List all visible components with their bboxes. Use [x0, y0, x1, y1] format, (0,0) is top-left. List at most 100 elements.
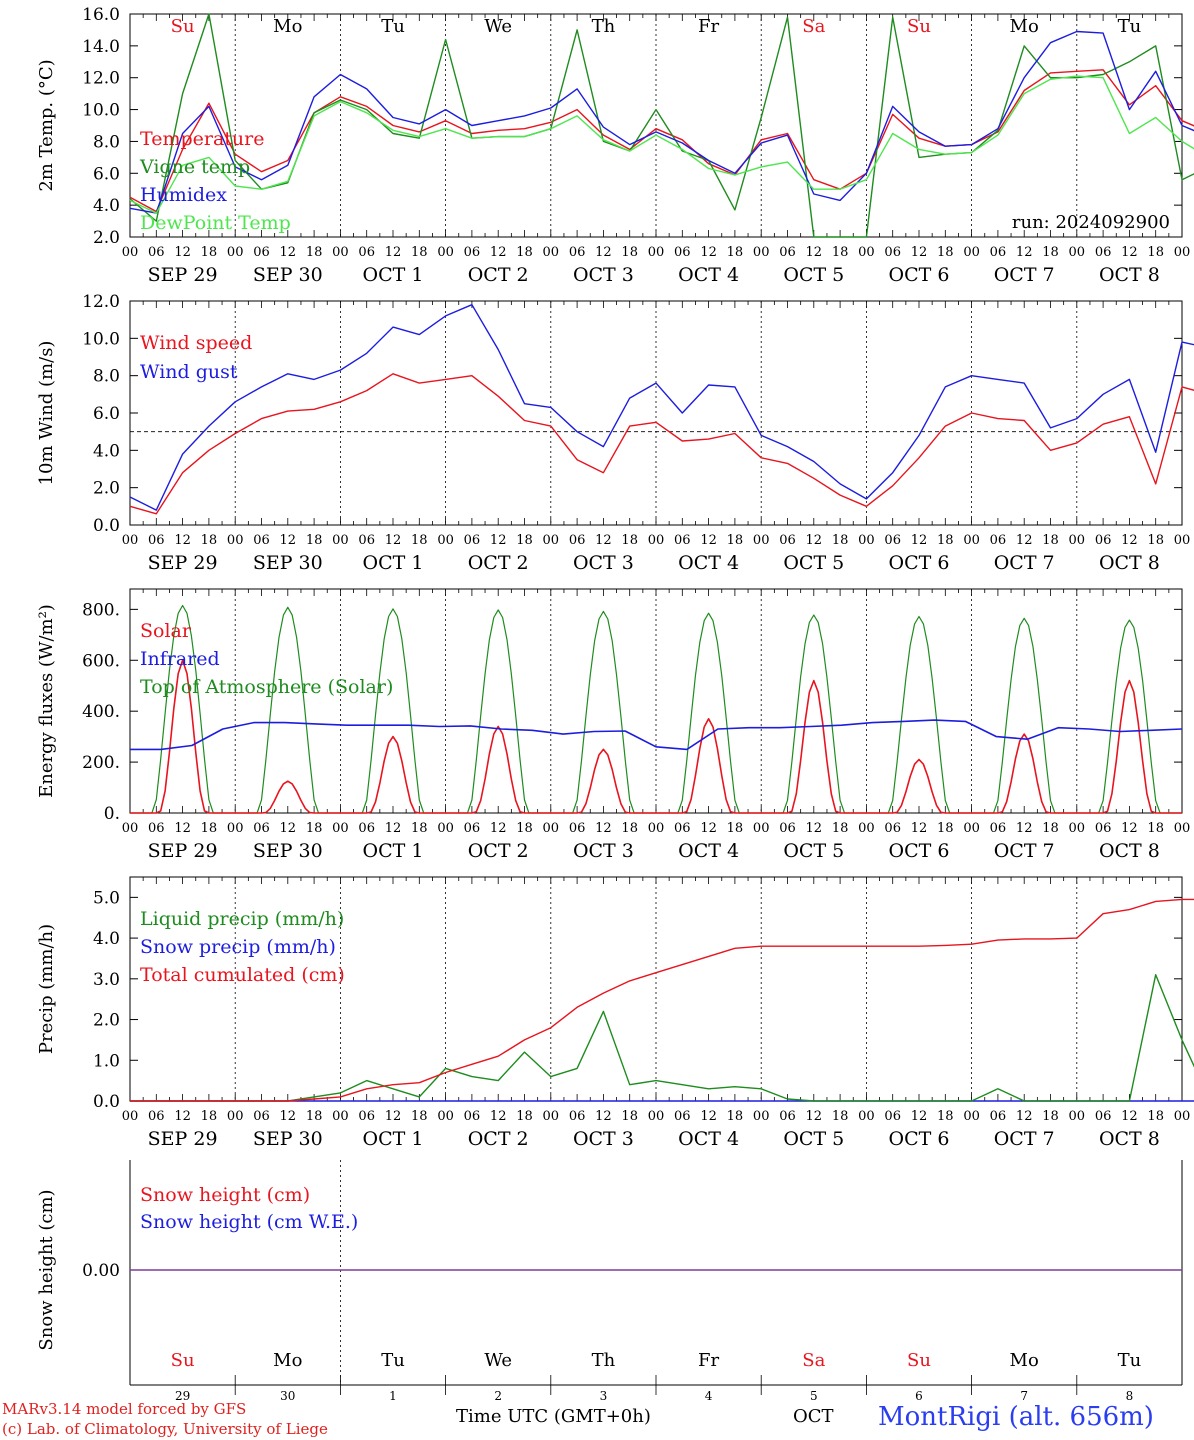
day-number-label: 5 — [810, 1389, 818, 1400]
hour-label: 00 — [963, 533, 980, 548]
hour-label: 06 — [674, 245, 691, 260]
y-tick-label: 12.0 — [82, 292, 120, 312]
legend-entry: Vigne temp — [139, 156, 250, 178]
hour-label: 12 — [1016, 533, 1033, 548]
hour-label: 18 — [937, 533, 954, 548]
hour-label: 12 — [385, 245, 402, 260]
y-tick-label: 12.0 — [82, 69, 120, 89]
hour-label: 06 — [779, 1109, 796, 1124]
day-label: OCT 8 — [1099, 1128, 1160, 1150]
day-label: SEP 30 — [253, 552, 323, 574]
legend-entry: Wind speed — [140, 332, 252, 354]
y-tick-label: 10.0 — [82, 329, 120, 349]
y-tick-label: 0. — [104, 804, 120, 824]
day-number-label: 7 — [1020, 1389, 1028, 1400]
hour-label: 00 — [437, 533, 454, 548]
day-label: OCT 5 — [783, 1128, 844, 1150]
hour-label: 18 — [516, 1109, 533, 1124]
y-tick-label: 5.0 — [93, 888, 120, 908]
hour-label: 00 — [1174, 821, 1191, 836]
infrared-line — [130, 719, 1183, 751]
y-tick-label: 8.0 — [93, 367, 120, 387]
hour-label: 06 — [779, 533, 796, 548]
weekday-label: Sa — [802, 16, 825, 37]
hour-label: 00 — [543, 245, 560, 260]
hour-label: 00 — [332, 245, 349, 260]
hour-label: 18 — [411, 821, 428, 836]
hour-label: 12 — [700, 1109, 717, 1124]
legend-entry: Snow height (cm W.E.) — [140, 1211, 358, 1233]
hour-label: 18 — [201, 821, 218, 836]
hour-label: 18 — [621, 533, 638, 548]
day-label: OCT 6 — [889, 840, 950, 862]
hour-label: 18 — [621, 821, 638, 836]
hour-label: 18 — [306, 821, 323, 836]
hour-label: 00 — [648, 533, 665, 548]
cumulated-precip-line — [130, 898, 1194, 1102]
day-label: OCT 3 — [573, 840, 634, 862]
hour-label: 06 — [358, 533, 375, 548]
temp-series-line — [129, 30, 1194, 214]
legend-entry: Top of Atmosphere (Solar) — [140, 676, 393, 698]
hour-label: 06 — [148, 821, 165, 836]
time-axis-label: Time UTC (GMT+0h) — [456, 1406, 651, 1427]
y-tick-label: 4.0 — [93, 196, 120, 216]
hour-label: 00 — [227, 245, 244, 260]
weekday-label: Tu — [1118, 1350, 1142, 1371]
weekday-label: Su — [171, 1350, 195, 1371]
hour-label: 00 — [332, 533, 349, 548]
day-label: OCT 2 — [468, 552, 529, 574]
hour-label: 12 — [595, 1109, 612, 1124]
weekday-label: Tu — [1118, 16, 1142, 37]
hour-label: 00 — [437, 821, 454, 836]
hour-label: 12 — [174, 821, 191, 836]
hour-label: 12 — [385, 1109, 402, 1124]
day-number-label: 30 — [280, 1389, 295, 1400]
day-label: OCT 1 — [363, 840, 424, 862]
hour-label: 06 — [358, 821, 375, 836]
weekday-label: Fr — [698, 16, 719, 37]
hour-label: 18 — [621, 245, 638, 260]
wind-series-line — [129, 304, 1194, 511]
day-label: OCT 1 — [363, 264, 424, 286]
y-tick-label: 400. — [82, 702, 120, 722]
hour-label: 18 — [201, 533, 218, 548]
hour-label: 00 — [122, 245, 139, 260]
day-label: SEP 30 — [253, 840, 323, 862]
day-label: OCT 1 — [363, 1128, 424, 1150]
hour-label: 06 — [569, 821, 586, 836]
hour-label: 00 — [858, 1109, 875, 1124]
hour-label: 18 — [516, 245, 533, 260]
hour-label: 00 — [227, 533, 244, 548]
y-axis-label: 10m Wind (m/s) — [36, 341, 57, 486]
day-number-label: 3 — [600, 1389, 608, 1400]
hour-label: 00 — [1174, 245, 1191, 260]
hour-label: 06 — [253, 821, 270, 836]
day-number-label: 2 — [494, 1389, 502, 1400]
hour-label: 12 — [806, 1109, 823, 1124]
weekday-label: Mo — [1010, 16, 1039, 37]
day-label: OCT 7 — [994, 1128, 1055, 1150]
weekday-label: Mo — [1010, 1350, 1039, 1371]
hour-label: 06 — [779, 821, 796, 836]
y-tick-label: 2.0 — [93, 1011, 120, 1031]
day-number-label: 8 — [1126, 1389, 1134, 1400]
legend-entry: Infrared — [140, 648, 220, 670]
weekday-label: Tu — [381, 16, 405, 37]
hour-label: 00 — [648, 245, 665, 260]
hour-label: 18 — [1042, 245, 1059, 260]
weekday-label: We — [484, 16, 512, 37]
hour-label: 18 — [727, 245, 744, 260]
hour-label: 12 — [911, 245, 928, 260]
hour-label: 12 — [280, 533, 297, 548]
legend-entry: Humidex — [140, 184, 227, 206]
day-label: OCT 6 — [889, 1128, 950, 1150]
hour-label: 00 — [1069, 1109, 1086, 1124]
hour-label: 12 — [1121, 533, 1138, 548]
hour-label: 18 — [832, 533, 849, 548]
hour-label: 18 — [727, 821, 744, 836]
legend-entry: Temperature — [140, 128, 264, 150]
hour-label: 06 — [674, 533, 691, 548]
hour-label: 12 — [700, 821, 717, 836]
